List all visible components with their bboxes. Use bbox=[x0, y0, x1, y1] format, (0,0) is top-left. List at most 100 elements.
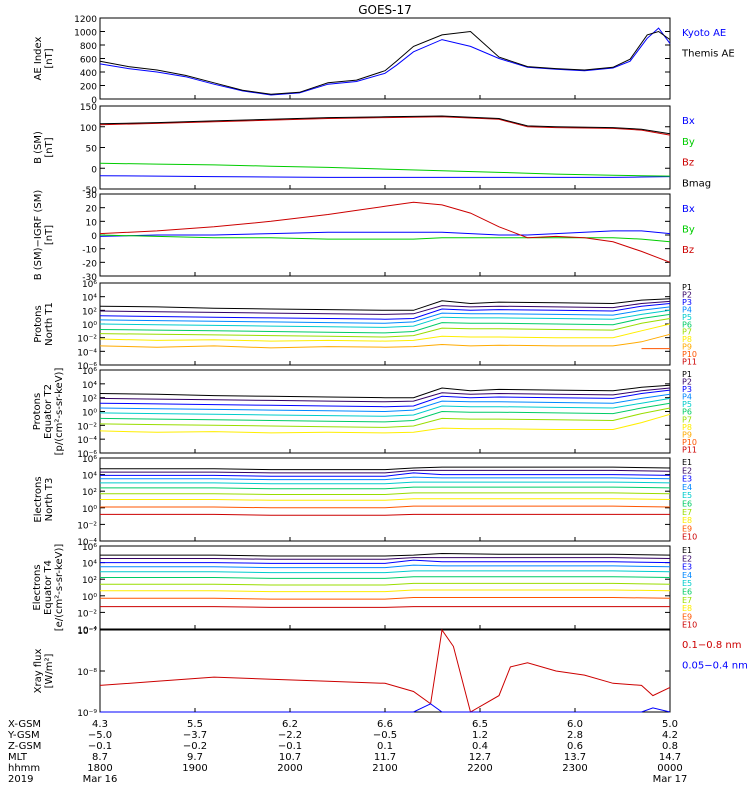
y-axis-label-protons-t1: North T1 bbox=[44, 302, 55, 346]
legend-entry-electrons-t4: E8 bbox=[682, 604, 692, 613]
legend-entry-protons-t2: P7 bbox=[682, 415, 692, 424]
legend-entry-ae: Themis AE bbox=[681, 48, 735, 59]
legend-entry-protons-t1: P10 bbox=[682, 350, 697, 359]
series-line-electrons-t4 bbox=[100, 564, 671, 569]
footer-value: Mar 16 bbox=[83, 774, 118, 785]
footer-value: 9.7 bbox=[187, 752, 203, 763]
footer-value: 8.7 bbox=[92, 752, 108, 763]
series-line-ae bbox=[99, 30, 671, 95]
series-line-electrons-t3 bbox=[100, 481, 671, 485]
legend-entry-electrons-t4: E6 bbox=[682, 588, 692, 597]
legend-entry-electrons-t3: E5 bbox=[682, 491, 692, 500]
series-line-bdiff bbox=[99, 230, 671, 237]
footer-value: 0.4 bbox=[472, 741, 488, 752]
footer-value: −2.2 bbox=[278, 730, 302, 741]
series-line-bdiff bbox=[99, 201, 671, 263]
series-line-electrons-t3 bbox=[100, 469, 671, 474]
legend-entry-protons-t1: P9 bbox=[682, 343, 692, 352]
footer-value: 11.7 bbox=[374, 752, 396, 763]
series-line-protons-t1 bbox=[99, 318, 671, 338]
footer-value: −5.0 bbox=[88, 730, 112, 741]
y-axis-label-protons-t1: Protons bbox=[33, 305, 44, 342]
legend-entry-protons-t1: P8 bbox=[682, 335, 692, 344]
footer-value: 6.0 bbox=[567, 719, 583, 730]
footer-value: 1800 bbox=[87, 763, 112, 774]
series-line-electrons-t4 bbox=[100, 552, 671, 557]
series-line-b bbox=[99, 116, 671, 136]
footer-value: 4.3 bbox=[92, 719, 108, 730]
y-tick-label-xray: 10⁻⁸ bbox=[77, 668, 97, 678]
legend-entry-electrons-t3: E1 bbox=[682, 458, 692, 467]
footer-row-label: 2019 bbox=[8, 774, 33, 785]
footer-value: −0.5 bbox=[373, 730, 397, 741]
y-axis-label-electrons-t3: Electrons bbox=[33, 476, 44, 522]
series-line-electrons-t4 bbox=[100, 597, 671, 600]
y-tick-label-bdiff: 10 bbox=[86, 218, 98, 228]
y-axis-label-b: B (SM) bbox=[33, 131, 44, 164]
footer-value: 12.7 bbox=[469, 752, 491, 763]
panel-frame-ae bbox=[99, 17, 671, 100]
y-tick-label-electrons-t4: 10⁴ bbox=[82, 560, 97, 570]
legend-entry-xray: 0.05−0.4 nm bbox=[682, 661, 748, 672]
footer-row-label: Z-GSM bbox=[8, 741, 41, 752]
chart-title: GOES-17 bbox=[358, 3, 412, 17]
legend-entry-xray: 0.1−0.8 nm bbox=[682, 640, 741, 651]
series-line-electrons-t3 bbox=[100, 513, 670, 516]
footer-value: 0000 bbox=[657, 763, 682, 774]
legend-entry-b: Bz bbox=[682, 158, 694, 169]
y-tick-label-protons-t2: 10⁰ bbox=[82, 409, 97, 419]
y-tick-label-b: 50 bbox=[86, 145, 98, 155]
y-tick-label-electrons-t3: 10⁻² bbox=[77, 521, 97, 531]
y-tick-label-protons-t1: 10² bbox=[82, 307, 97, 317]
footer-value: 1.2 bbox=[472, 730, 488, 741]
y-tick-label-electrons-t4: 10⁶ bbox=[82, 543, 97, 553]
y-tick-label-protons-t2: 10⁶ bbox=[82, 367, 97, 377]
legend-entry-electrons-t4: E9 bbox=[682, 612, 692, 621]
footer-value: 1900 bbox=[182, 763, 207, 774]
series-line-electrons-t3 bbox=[100, 476, 671, 481]
y-axis-label-electrons-t4: Equator T4 bbox=[43, 560, 54, 615]
y-tick-label-electrons-t3: 10⁴ bbox=[82, 472, 97, 482]
legend-entry-protons-t2: P9 bbox=[682, 430, 692, 439]
y-tick-label-electrons-t3: 10⁶ bbox=[82, 455, 97, 465]
series-line-protons-t2 bbox=[99, 413, 671, 434]
series-line-protons-t2 bbox=[99, 402, 671, 423]
footer-row-label: X-GSM bbox=[8, 719, 41, 730]
footer-value: −3.7 bbox=[183, 730, 207, 741]
footer-value: 0.6 bbox=[567, 741, 583, 752]
legend-entry-protons-t2: P1 bbox=[682, 370, 692, 379]
legend-entry-ae: Kyoto AE bbox=[682, 28, 726, 39]
y-tick-label-protons-t1: 10⁰ bbox=[82, 321, 97, 331]
y-tick-label-ae: 1000 bbox=[74, 29, 97, 39]
series-line-protons-t1 bbox=[99, 303, 671, 320]
y-tick-label-bdiff: -20 bbox=[82, 259, 97, 269]
series-line-bdiff bbox=[99, 234, 671, 243]
legend-entry-protons-t1: P7 bbox=[682, 328, 692, 337]
series-line-protons-t1 bbox=[99, 333, 671, 349]
footer-value: −0.2 bbox=[183, 741, 207, 752]
y-tick-label-ae: 200 bbox=[80, 83, 97, 93]
footer-value: 0.1 bbox=[377, 741, 393, 752]
series-line-electrons-t4 bbox=[100, 557, 671, 560]
legend-entry-electrons-t3: E8 bbox=[682, 516, 692, 525]
footer-row-label: hhmm bbox=[8, 763, 40, 774]
y-tick-label-protons-t2: 10² bbox=[82, 395, 97, 405]
y-tick-label-protons-t2: 10⁴ bbox=[82, 381, 97, 391]
series-line-electrons-t4 bbox=[100, 589, 671, 593]
footer-value: 6.2 bbox=[282, 719, 298, 730]
panel-frame-xray bbox=[99, 629, 671, 713]
series-line-ae bbox=[99, 27, 671, 96]
footer-value: 5.5 bbox=[187, 719, 203, 730]
legend-entry-protons-t1: P5 bbox=[682, 313, 692, 322]
y-tick-label-bdiff: -10 bbox=[82, 246, 97, 256]
y-tick-label-ae: 400 bbox=[80, 69, 97, 79]
legend-entry-electrons-t3: E7 bbox=[682, 508, 692, 517]
series-line-xray bbox=[99, 628, 671, 713]
y-tick-label-b: -50 bbox=[82, 186, 97, 196]
footer-row-label: MLT bbox=[8, 752, 28, 763]
legend-entry-electrons-t4: E1 bbox=[682, 546, 692, 555]
legend-entry-bdiff: Bz bbox=[682, 245, 694, 256]
legend-entry-electrons-t4: E5 bbox=[682, 579, 692, 588]
legend-entry-protons-t2: P3 bbox=[682, 385, 692, 394]
y-tick-label-electrons-t4: 10⁻⁴ bbox=[77, 626, 97, 636]
